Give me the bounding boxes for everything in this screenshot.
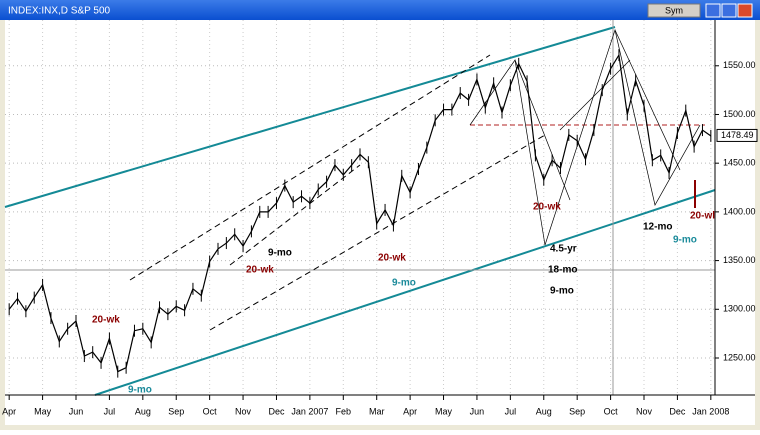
title-bar — [0, 0, 760, 20]
x-tick-label: Nov — [636, 406, 653, 416]
annotation: 9-mo — [673, 235, 697, 246]
y-tick-label: 1250.00 — [723, 352, 756, 362]
annotation: 9-mo — [268, 248, 292, 259]
x-tick-label: Dec — [268, 406, 285, 416]
y-tick-label: 1400.00 — [723, 206, 756, 216]
annotation: 20-wl — [690, 211, 715, 222]
window-title: INDEX:INX,D S&P 500 — [8, 6, 111, 17]
annotation: 18-mo — [548, 265, 577, 276]
x-tick-label: Apr — [403, 406, 417, 416]
x-tick-label: Aug — [536, 406, 552, 416]
x-tick-label: Jun — [69, 406, 84, 416]
x-tick-label: Mar — [369, 406, 385, 416]
y-tick-label: 1450.00 — [723, 158, 756, 168]
annotation: 9-mo — [392, 278, 416, 289]
x-tick-label: Jul — [104, 406, 116, 416]
x-tick-label: Feb — [336, 406, 352, 416]
y-tick-label: 1550.00 — [723, 60, 756, 70]
annotation: 9-mo — [550, 286, 574, 297]
annotation: 20-wk — [246, 265, 274, 276]
wave-lines — [469, 28, 701, 246]
x-tick-label: May — [435, 406, 453, 416]
x-tick-label: Sep — [168, 406, 184, 416]
minimize-button[interactable] — [705, 3, 721, 18]
y-tick-label: 1500.00 — [723, 109, 756, 119]
dashed-trend — [229, 164, 361, 266]
x-tick-label: Jul — [505, 406, 517, 416]
annotation: 12-mo — [643, 222, 672, 233]
y-tick-label: 1350.00 — [723, 255, 756, 265]
x-tick-label: Oct — [604, 406, 619, 416]
x-tick-label: Aug — [135, 406, 151, 416]
x-tick-label: Jun — [470, 406, 485, 416]
sym-button-label[interactable]: Sym — [665, 5, 683, 15]
annotation: 9-mo — [128, 385, 152, 396]
maximize-button[interactable] — [721, 3, 737, 18]
x-tick-label: Sep — [569, 406, 585, 416]
x-tick-label: Dec — [669, 406, 686, 416]
dashed-trend — [209, 134, 546, 331]
x-tick-label: Nov — [235, 406, 252, 416]
annotation: 20-wk — [92, 315, 120, 326]
x-tick-label: Jan 2007 — [291, 406, 328, 416]
trend-lines — [4, 20, 716, 396]
x-tick-label: May — [34, 406, 52, 416]
last-price-box — [716, 128, 758, 142]
sym-button[interactable] — [647, 3, 701, 18]
last-price-label: 1478.49 — [721, 130, 754, 140]
x-tick-label: Oct — [203, 406, 218, 416]
annotation: 20-wk — [533, 202, 561, 213]
y-tick-label: 1300.00 — [723, 304, 756, 314]
annotation: 20-wk — [378, 253, 406, 264]
lower-channel — [94, 189, 716, 396]
x-tick-label: Apr — [2, 406, 16, 416]
upper-channel — [4, 26, 616, 208]
close-button[interactable] — [737, 3, 753, 18]
dashed-trend — [129, 54, 491, 281]
x-tick-label: Jan 2008 — [692, 406, 729, 416]
wave-lines — [514, 29, 681, 201]
annotation: 4.5-yr — [550, 244, 577, 255]
